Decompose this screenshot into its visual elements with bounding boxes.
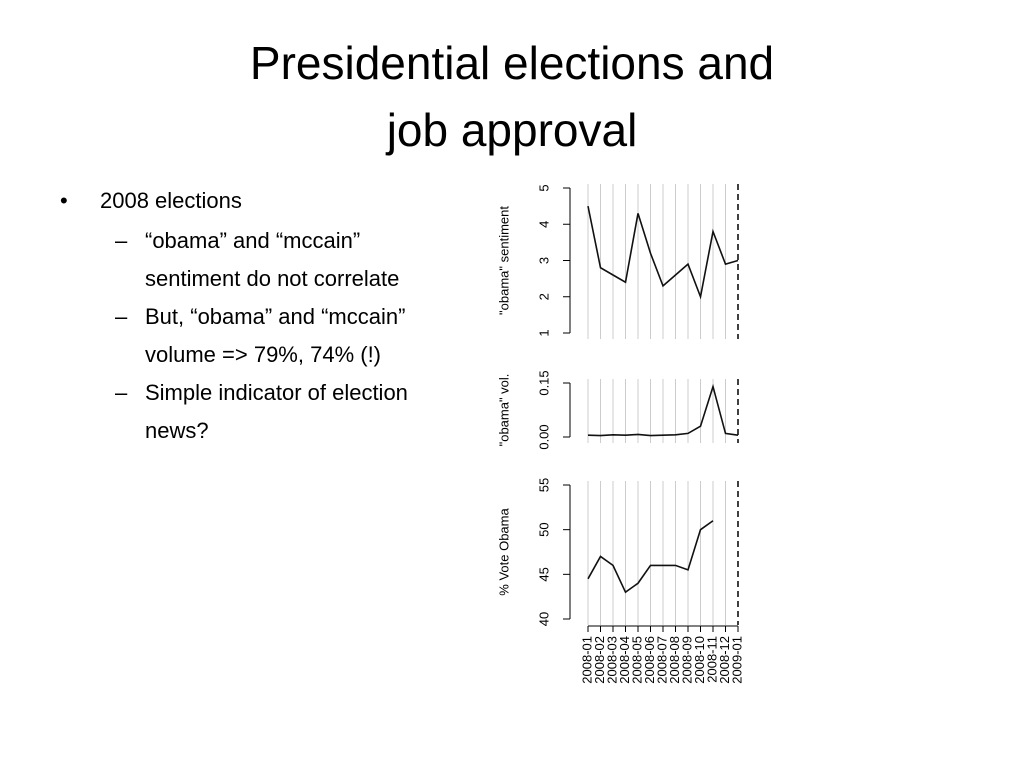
x-tick-label: 2008-01	[579, 636, 594, 684]
x-tick-label: 2008-03	[604, 636, 619, 684]
data-line	[587, 205, 739, 300]
x-tick-label: 2008-07	[654, 636, 669, 684]
x-tick-label: 2008-06	[642, 636, 657, 684]
x-tick-label: 2009-01	[729, 636, 744, 684]
bullet-marker: –	[115, 380, 128, 405]
y-axis-label: "obama" vol.	[496, 374, 511, 447]
x-tick-label: 2008-09	[679, 636, 694, 684]
x-tick-label: 2008-04	[617, 636, 632, 684]
slide-title: Presidential elections and	[249, 37, 775, 89]
y-tick-label: 1	[536, 329, 551, 336]
y-tick-label: 45	[536, 567, 551, 581]
slide-title: job approval	[386, 104, 638, 156]
data-line	[587, 383, 739, 437]
y-tick-label: 55	[536, 478, 551, 492]
x-tick-label: 2008-02	[592, 636, 607, 684]
bullet-text: sentiment do not correlate	[145, 266, 400, 291]
bullet-marker: –	[115, 304, 128, 329]
y-axis-label: % Vote Obama	[496, 508, 511, 596]
y-tick-label: 50	[536, 522, 551, 536]
y-axis-label: "obama" sentiment	[496, 206, 511, 315]
x-tick-label: 2008-05	[629, 636, 644, 684]
x-tick-label: 2008-08	[667, 636, 682, 684]
y-tick-label: 4	[536, 221, 551, 228]
bullet-text: But, “obama” and “mccain”	[145, 304, 406, 329]
y-tick-label: 0.00	[536, 424, 551, 449]
bullet-text: Simple indicator of election	[145, 380, 408, 405]
bullet-text: “obama” and “mccain”	[145, 228, 361, 253]
bullet-text: news?	[145, 418, 209, 443]
y-tick-label: 5	[536, 184, 551, 191]
y-tick-label: 3	[536, 257, 551, 264]
x-tick-label: 2008-10	[692, 636, 707, 684]
data-line	[587, 520, 714, 594]
bullet-text: volume => 79%, 74% (!)	[145, 342, 382, 367]
bullet-text: 2008 elections	[100, 188, 242, 213]
y-tick-label: 0.15	[536, 370, 551, 395]
bullet-marker: •	[60, 188, 68, 213]
bullet-marker: –	[115, 228, 128, 253]
x-tick-label: 2008-12	[717, 636, 732, 684]
y-tick-label: 40	[536, 612, 551, 626]
y-tick-label: 2	[536, 293, 551, 300]
x-tick-label: 2008-11	[704, 636, 719, 683]
